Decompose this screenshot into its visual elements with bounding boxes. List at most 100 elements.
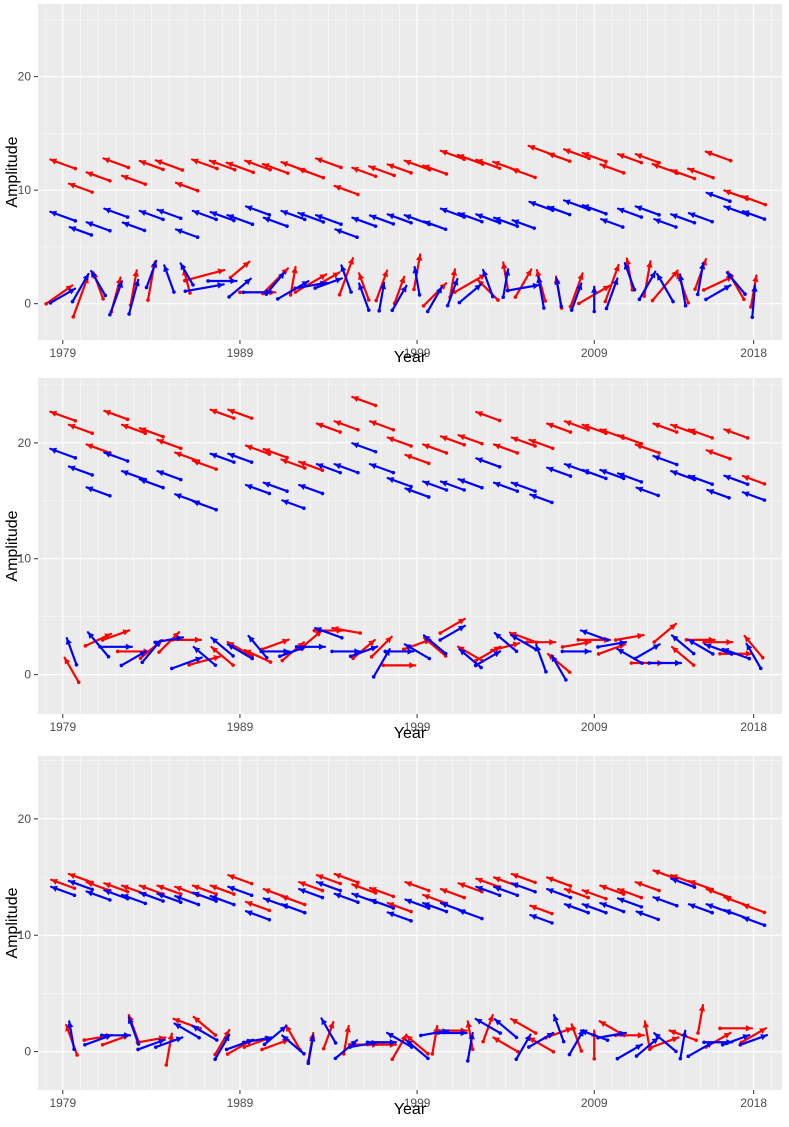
arrow-tail-dot	[241, 1040, 246, 1045]
data-point-blue	[174, 894, 201, 907]
y-tick-label: 20	[18, 70, 32, 84]
arrow-tail-dot	[142, 228, 147, 233]
arrow-head	[657, 273, 663, 281]
arrow-head	[263, 888, 271, 895]
arrow-head	[193, 646, 201, 654]
arrow-tail-dot	[639, 215, 644, 219]
data-point-blue	[298, 483, 325, 496]
data-point-red	[315, 874, 342, 886]
data-point-blue	[156, 208, 183, 221]
arrow-head	[635, 881, 643, 888]
data-point-blue	[227, 277, 252, 299]
arrow-head	[340, 265, 347, 273]
data-point-blue	[340, 264, 353, 294]
arrow-tail-dot	[213, 1033, 218, 1037]
data-point-red	[333, 420, 360, 432]
arrow-head	[278, 272, 285, 280]
arrow-tail-dot	[90, 190, 94, 194]
arrow-head	[618, 207, 625, 214]
arrow-tail-dot	[267, 908, 272, 913]
data-point-blue	[457, 212, 484, 224]
data-point-blue	[616, 472, 644, 484]
arrow-tail-dot	[338, 888, 342, 893]
data-point-red	[439, 887, 466, 900]
arrow-tail-dot	[720, 1043, 725, 1047]
arrow-head	[688, 639, 696, 646]
arrow-tail-dot	[576, 638, 581, 642]
x-tick-label: 2018	[740, 346, 767, 360]
arrow-head	[582, 903, 590, 910]
arrow-head	[423, 902, 430, 909]
data-point-blue	[438, 624, 466, 642]
arrow-head	[157, 438, 165, 445]
data-point-blue	[210, 636, 235, 658]
data-point-red	[351, 883, 378, 895]
data-point-blue	[315, 881, 342, 893]
arrow-head	[681, 1030, 688, 1038]
arrow-tail-dot	[749, 305, 753, 309]
arrow-head	[651, 1037, 659, 1045]
data-point-blue	[67, 465, 94, 477]
data-point-red	[120, 174, 148, 186]
data-point-red	[422, 164, 449, 176]
data-point-blue	[68, 225, 94, 237]
arrow-head	[501, 262, 508, 269]
arrow-tail-dot	[533, 489, 537, 493]
arrow-head	[192, 500, 200, 507]
arrow-head	[195, 656, 202, 663]
arrow-head	[127, 1017, 134, 1025]
arrow-tail-dot	[214, 892, 218, 896]
arrow-tail-dot	[649, 1045, 654, 1049]
arrow-tail-dot	[501, 295, 505, 299]
arrow-head	[494, 216, 501, 223]
arrow-head	[228, 885, 236, 892]
arrow-tail-dot	[409, 220, 413, 225]
arrow-head	[742, 475, 750, 482]
arrow-tail-dot	[656, 493, 660, 498]
arrow-head	[151, 260, 158, 268]
data-point-red	[404, 453, 431, 466]
data-point-red	[510, 436, 537, 448]
arrow-head	[122, 174, 129, 181]
arrow-tail-dot	[498, 1031, 503, 1035]
data-point-blue	[138, 478, 165, 490]
x-tick-label: 1979	[49, 1096, 76, 1110]
arrow-head	[262, 163, 270, 170]
arrow-tail-dot	[444, 172, 449, 176]
data-point-blue	[481, 268, 495, 299]
arrow-tail-dot	[83, 1043, 87, 1047]
arrow-shaft	[651, 269, 679, 302]
data-point-red	[392, 275, 406, 306]
arrow-head	[724, 896, 732, 903]
data-point-red	[314, 157, 343, 170]
arrow-head	[457, 154, 465, 161]
arrow-tail-dot	[480, 441, 484, 446]
arrow-head	[635, 205, 643, 212]
data-point-blue	[535, 643, 548, 674]
arrow-head	[175, 885, 182, 892]
arrow-tail-dot	[249, 460, 254, 464]
arrow-head	[440, 207, 448, 214]
data-point-red	[704, 150, 733, 163]
arrow-head	[742, 210, 750, 217]
data-point-blue	[183, 282, 225, 293]
arrow-tail-dot	[214, 217, 218, 222]
data-point-red	[154, 159, 185, 172]
arrow-head	[642, 1021, 650, 1028]
arrow-head	[584, 648, 591, 655]
arrow-tail-dot	[639, 895, 644, 900]
data-point-red	[156, 884, 183, 896]
arrow-tail-dot	[497, 166, 502, 171]
arrow-head	[387, 477, 395, 484]
arrow-tail-dot	[232, 218, 236, 223]
data-point-blue	[687, 212, 714, 224]
arrow-tail-dot	[568, 430, 573, 434]
arrow-head	[67, 1021, 74, 1028]
arrow-head	[688, 879, 696, 886]
arrow-tail-dot	[73, 418, 78, 423]
arrow-tail-dot	[533, 1031, 538, 1035]
data-point-red	[670, 645, 696, 667]
arrow-head	[281, 903, 289, 910]
arrow-head	[139, 651, 146, 658]
arrow-tail-dot	[164, 1063, 169, 1067]
